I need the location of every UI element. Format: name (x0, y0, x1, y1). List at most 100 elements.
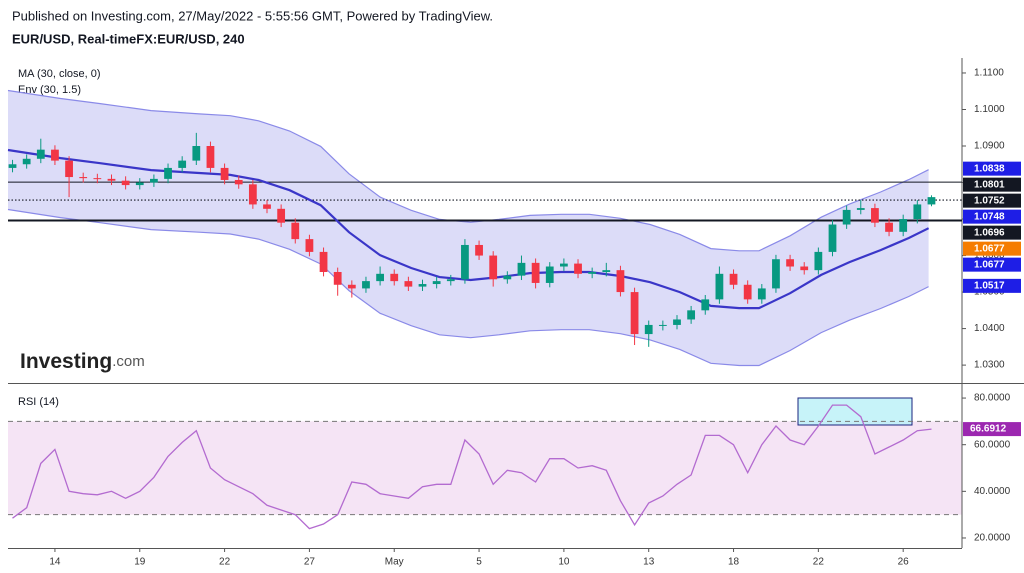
candle-body (673, 319, 681, 325)
candle-body (206, 146, 215, 168)
candle-body (164, 167, 172, 179)
candle-body (390, 273, 399, 282)
price-label-box (963, 193, 1021, 208)
y-tick-label: 1.0600 (974, 250, 1005, 261)
candle-body (93, 178, 102, 180)
candle-body (404, 281, 413, 287)
candle-body (178, 160, 187, 168)
price-label-box (963, 225, 1021, 240)
x-tick-label: May (385, 557, 404, 568)
candle-body (757, 288, 766, 300)
ma-legend: MA (30, close, 0) (18, 68, 101, 80)
price-label: 1.0801 (974, 179, 1005, 190)
candle-body (899, 219, 908, 232)
price-label: 1.0677 (974, 243, 1005, 254)
candle-body (305, 239, 314, 252)
price-label-box (963, 209, 1021, 224)
envelope-lower (7, 208, 929, 367)
logo-suffix: .com (112, 353, 145, 370)
candle-body (376, 273, 384, 282)
candle-body (574, 263, 582, 274)
candle-body (362, 281, 370, 289)
price-label-box (963, 241, 1021, 256)
candle-body (461, 244, 469, 280)
y-tick-label: 20.0000 (974, 533, 1011, 544)
candle-body (475, 244, 483, 256)
candle-body (65, 160, 73, 178)
price-label: 1.0838 (974, 163, 1005, 174)
candle-body (743, 284, 752, 300)
candle-body (36, 149, 45, 159)
candle-body (333, 271, 342, 285)
price-label: 1.0696 (974, 227, 1005, 238)
x-tick-label: 5 (476, 557, 482, 568)
candle-body (786, 259, 794, 267)
candle-body (701, 299, 710, 311)
price-label-box (963, 161, 1021, 176)
candle-body (687, 310, 696, 320)
y-tick-label: 40.0000 (974, 486, 1011, 497)
candle-body (517, 262, 526, 276)
candle-body (234, 179, 243, 185)
env-legend: Env (30, 1.5) (18, 84, 81, 96)
candle-body (602, 270, 611, 272)
symbol-title: EUR/USD, Real-timeFX:EUR/USD, 240 (12, 31, 245, 46)
x-tick-label: 13 (643, 557, 655, 568)
candle-body (277, 208, 286, 223)
candle-body (8, 164, 17, 168)
candle-body (150, 178, 158, 183)
candle-body (885, 222, 893, 232)
background-layer (8, 90, 962, 515)
y-tick-label: 60.0000 (974, 439, 1011, 450)
candle-body (220, 167, 229, 180)
candle-body (644, 324, 653, 335)
price-label: 1.0677 (974, 259, 1005, 270)
candle-body (658, 324, 667, 326)
candle-body (856, 208, 865, 210)
y-tick-label: 1.0900 (974, 141, 1005, 152)
y-tick-label: 1.1100 (974, 68, 1004, 79)
price-label-box (963, 278, 1021, 293)
candle-body (588, 271, 597, 274)
x-tick-label: 18 (728, 557, 740, 568)
candle-body (51, 149, 59, 161)
envelope-fill (8, 90, 929, 366)
y-tick-label: 1.1000 (974, 104, 1005, 115)
candle-body (432, 281, 441, 285)
candle-body (800, 266, 809, 271)
candle-body (828, 224, 837, 252)
candle-body (927, 197, 936, 205)
rsi-last-label: 66.6912 (970, 424, 1007, 435)
candle-body (503, 275, 512, 280)
candle-body (630, 292, 639, 335)
x-tick-label: 19 (134, 557, 146, 568)
candle-body (248, 184, 257, 205)
x-tick-label: 22 (813, 557, 825, 568)
candle-body (616, 270, 625, 293)
envelope-upper (7, 89, 929, 252)
candle-body (347, 284, 356, 289)
published-note: Published on Investing.com, 27/May/2022 … (12, 8, 493, 23)
price-label-box (963, 257, 1021, 272)
x-tick-label: 27 (304, 557, 316, 568)
candle-body (319, 251, 328, 272)
price-label: 1.0517 (974, 281, 1005, 292)
candle-body (22, 158, 31, 165)
x-tick-label: 26 (898, 557, 910, 568)
candle-body (192, 146, 201, 161)
candle-body (842, 209, 851, 225)
candle-body (446, 279, 455, 282)
price-label: 1.0748 (974, 211, 1005, 222)
logo: Investing.com (20, 350, 145, 373)
candle-body (531, 262, 540, 283)
candle-body (107, 178, 116, 181)
candle-body (291, 222, 300, 240)
candle-body (715, 273, 724, 300)
candle-body (559, 263, 568, 267)
y-tick-label: 1.0300 (974, 360, 1005, 371)
candle-body (814, 251, 823, 271)
price-label-box (963, 177, 1021, 192)
candle-body (79, 177, 88, 179)
